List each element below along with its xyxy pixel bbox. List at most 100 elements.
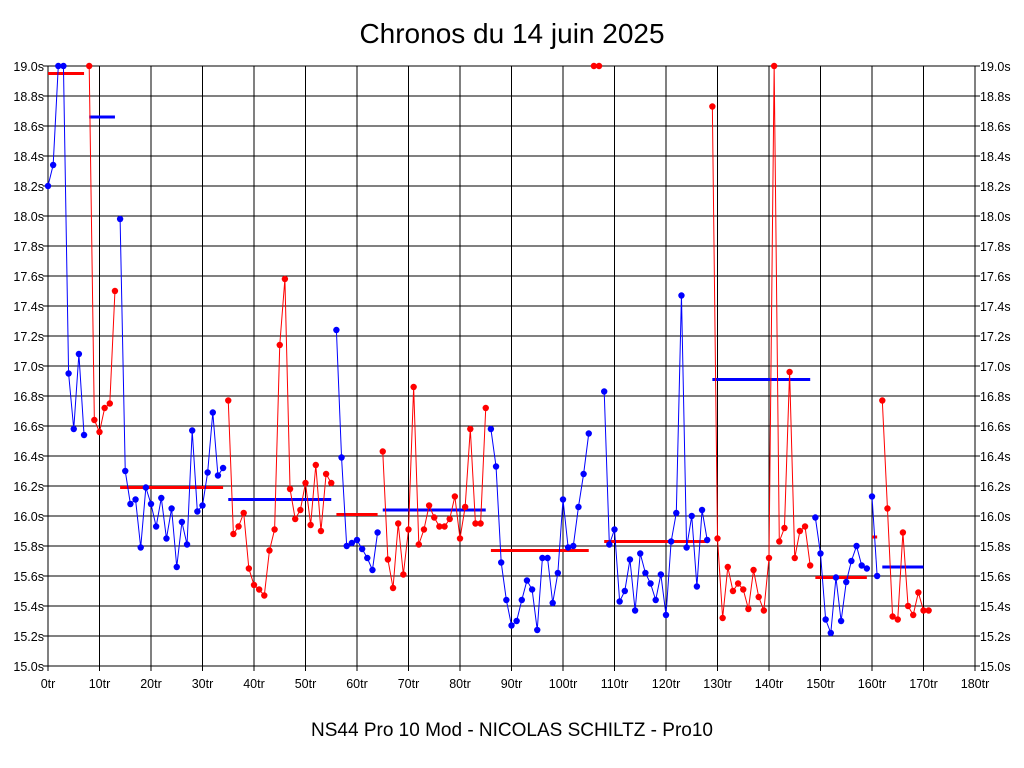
data-point xyxy=(86,62,93,70)
data-point xyxy=(776,538,783,545)
data-point xyxy=(580,470,587,478)
data-point xyxy=(178,518,186,526)
data-point xyxy=(528,586,536,593)
data-point xyxy=(389,584,397,592)
data-point xyxy=(549,599,556,607)
y-tick-label-left: 15.6s xyxy=(13,570,44,584)
data-point xyxy=(302,479,309,487)
data-point xyxy=(698,506,706,514)
data-point xyxy=(688,512,695,520)
y-tick-label-left: 18.4s xyxy=(13,150,44,164)
y-tick-label-right: 17.2s xyxy=(980,330,1011,344)
data-point xyxy=(740,586,747,593)
data-point xyxy=(745,605,752,613)
data-point xyxy=(101,404,108,412)
data-point xyxy=(204,469,211,476)
data-point xyxy=(297,506,304,514)
y-tick-label-right: 18.2s xyxy=(980,180,1011,194)
y-tick-label-left: 15.2s xyxy=(13,630,44,644)
series-line xyxy=(814,517,868,634)
data-point xyxy=(70,425,77,433)
data-point xyxy=(250,581,258,589)
x-tick-label: 60tr xyxy=(346,677,368,691)
data-point xyxy=(317,527,325,535)
data-point xyxy=(400,571,407,578)
data-point xyxy=(910,611,917,619)
series-line xyxy=(603,295,708,616)
data-point xyxy=(559,496,567,503)
data-point xyxy=(523,577,531,584)
data-point xyxy=(194,508,201,515)
data-point xyxy=(374,529,381,536)
x-tick-label: 50tr xyxy=(295,677,317,691)
data-point xyxy=(276,341,283,349)
data-point xyxy=(812,514,819,521)
data-point xyxy=(781,524,788,532)
data-point xyxy=(601,388,608,395)
data-point xyxy=(364,554,371,562)
y-tick-label-right: 18.6s xyxy=(980,120,1011,134)
y-tick-label-right: 15.6s xyxy=(980,570,1011,584)
y-tick-label-left: 17.8s xyxy=(13,240,44,254)
data-point xyxy=(513,617,520,625)
y-tick-label-right: 16.0s xyxy=(980,510,1011,524)
y-tick-label-left: 18.2s xyxy=(13,180,44,194)
y-tick-label-right: 19.0s xyxy=(980,60,1011,74)
data-point xyxy=(848,557,855,565)
data-point xyxy=(611,526,618,533)
y-tick-label-right: 18.4s xyxy=(980,150,1011,164)
y-tick-label-right: 15.0s xyxy=(980,660,1011,674)
data-point xyxy=(729,587,737,595)
y-tick-label-right: 17.6s xyxy=(980,270,1011,284)
x-tick-label: 150tr xyxy=(806,677,835,691)
data-point xyxy=(539,554,546,562)
y-tick-label-left: 19.0s xyxy=(13,60,44,74)
data-point xyxy=(75,350,83,358)
data-point xyxy=(863,565,871,572)
y-tick-label-left: 16.8s xyxy=(13,390,44,404)
data-point xyxy=(431,514,438,521)
data-point xyxy=(719,614,726,622)
data-point xyxy=(379,448,386,455)
x-tick-label: 120tr xyxy=(652,677,681,691)
data-point xyxy=(683,544,690,551)
data-point xyxy=(199,502,206,509)
data-point xyxy=(755,593,762,601)
data-point xyxy=(312,461,319,469)
data-point xyxy=(65,370,72,377)
data-point xyxy=(873,572,881,580)
series-line xyxy=(871,496,878,577)
data-point xyxy=(245,565,253,572)
data-point xyxy=(647,580,654,587)
data-point xyxy=(60,62,67,70)
x-tick-label: 10tr xyxy=(89,677,111,691)
x-tick-label: 40tr xyxy=(243,677,265,691)
data-point xyxy=(709,103,716,110)
data-point xyxy=(183,541,191,548)
data-point xyxy=(168,505,175,512)
x-tick-label: 100tr xyxy=(549,677,578,691)
y-tick-label-left: 17.2s xyxy=(13,330,44,344)
data-point xyxy=(384,556,392,563)
x-tick-label: 160tr xyxy=(858,677,887,691)
data-point xyxy=(271,526,278,533)
data-point xyxy=(554,569,562,577)
y-tick-label-right: 16.4s xyxy=(980,450,1011,464)
data-point xyxy=(281,275,289,283)
data-point xyxy=(446,515,453,523)
x-tick-label: 140tr xyxy=(755,677,784,691)
data-point xyxy=(564,544,572,551)
series-line xyxy=(881,400,929,621)
data-point xyxy=(55,62,62,70)
data-point xyxy=(791,554,798,562)
data-point xyxy=(358,545,366,553)
data-point xyxy=(338,454,345,461)
data-point xyxy=(631,607,639,614)
data-point xyxy=(348,539,356,547)
data-point xyxy=(405,526,412,533)
data-point xyxy=(163,535,170,542)
x-tick-label: 110tr xyxy=(601,677,629,691)
data-point xyxy=(328,479,335,487)
data-point xyxy=(853,542,860,550)
y-tick-label-left: 16.0s xyxy=(13,510,44,524)
